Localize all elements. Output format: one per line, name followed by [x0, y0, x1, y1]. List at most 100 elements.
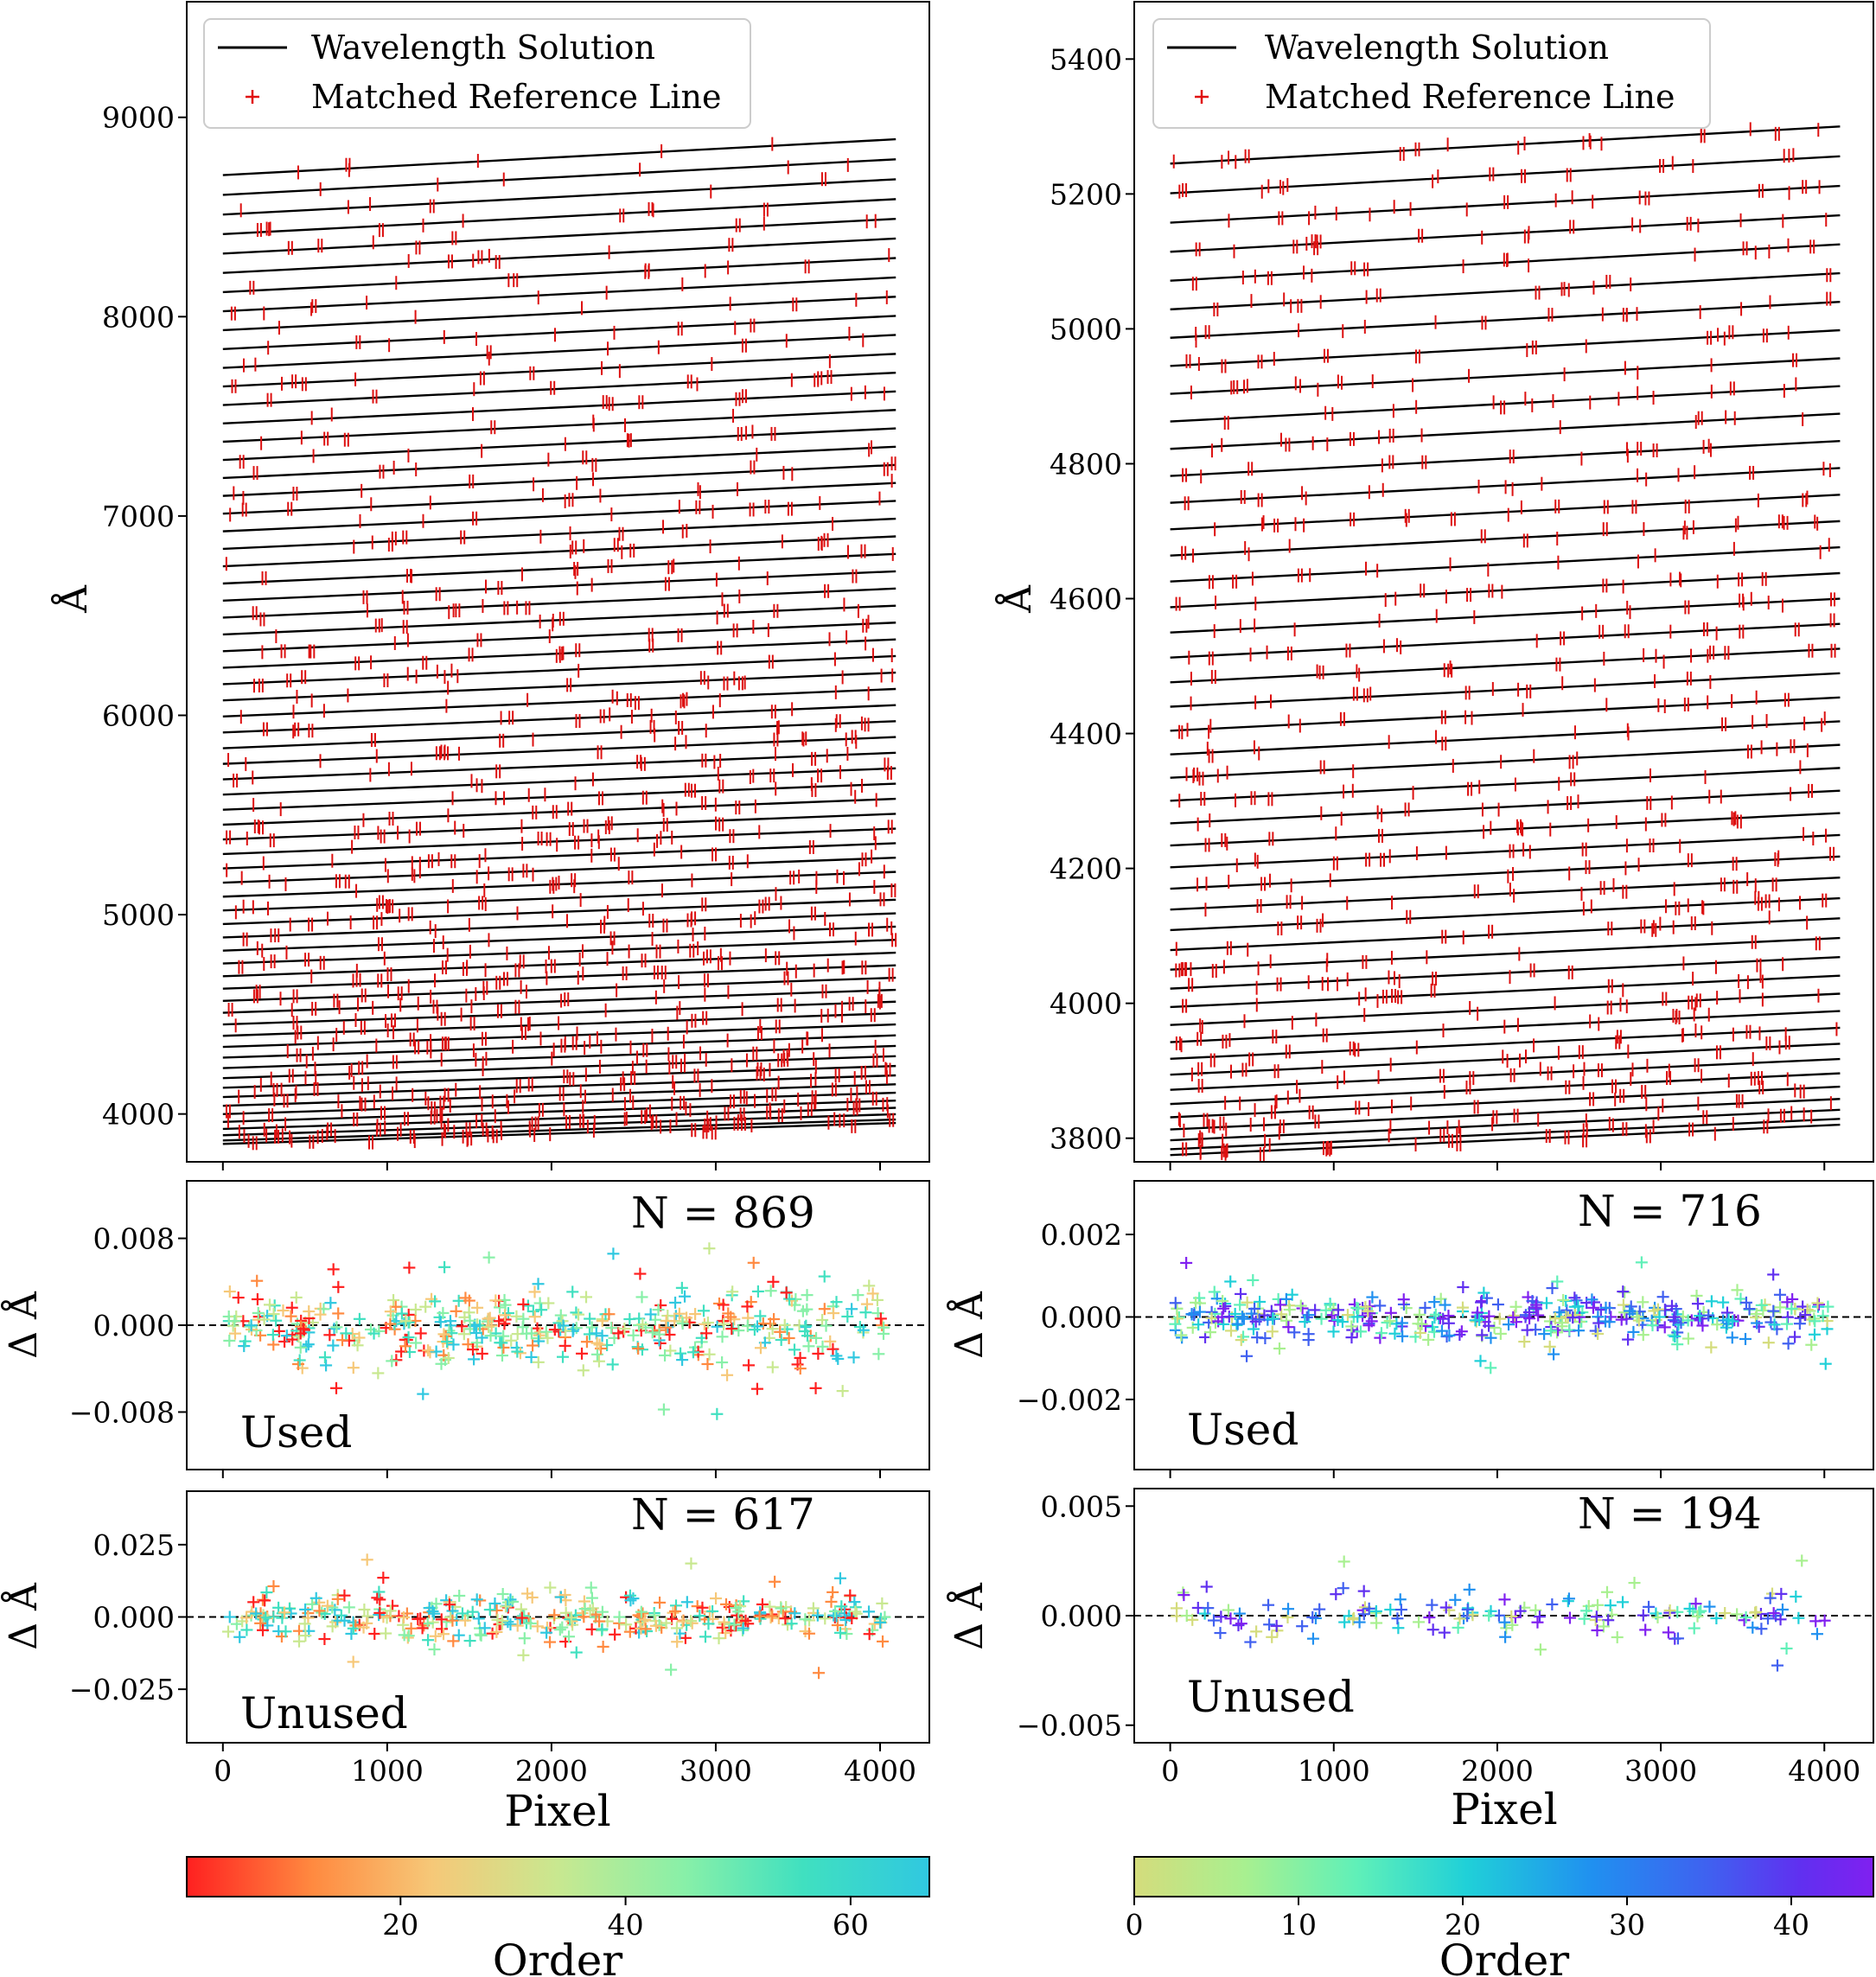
order-line: [1170, 1043, 1841, 1076]
residual-point: [542, 1297, 555, 1310]
y-tick-label: 4000: [1050, 987, 1122, 1021]
residual-point: [596, 1315, 609, 1328]
wavelength-panel-right: 3800 4000 4200 4400 4600 4800 5000 5200 5400 Å W…: [994, 1, 1874, 1170]
residual-point: [627, 1329, 640, 1342]
residual-point: [327, 1263, 340, 1276]
residual-point: [665, 1663, 678, 1676]
residual-point: [544, 1636, 557, 1649]
residual-point: [298, 1617, 311, 1630]
residual-point: [516, 1321, 529, 1334]
order-line: [1170, 992, 1841, 1026]
residual-point: [577, 1610, 590, 1623]
residual-point: [419, 1300, 432, 1313]
residual-point: [254, 1617, 267, 1629]
residual-point: [606, 1358, 619, 1371]
residual-point: [331, 1592, 344, 1605]
order-line: [1170, 789, 1841, 825]
residual-point: [233, 1630, 246, 1643]
residual-point: [775, 1602, 788, 1615]
residual-point: [456, 1607, 469, 1620]
residual-point: [414, 1327, 427, 1340]
order-line: [1170, 1098, 1841, 1131]
residual-point: [627, 1592, 640, 1605]
residual-point: [230, 1617, 243, 1630]
residual-point: [510, 1310, 523, 1323]
y-tick-label: 4600: [1050, 583, 1122, 616]
residual-point: [697, 1304, 710, 1317]
residual-point: [349, 1619, 362, 1632]
residual-point: [526, 1305, 539, 1318]
residual-point: [314, 1308, 327, 1321]
residual-point: [372, 1367, 385, 1380]
residual-point: [495, 1349, 508, 1362]
residual-point: [484, 1330, 497, 1342]
order-line: [222, 137, 897, 176]
residual-point: [539, 1325, 552, 1338]
residual-point: [437, 1306, 450, 1319]
y-axis-ticks: 3800 4000 4200 4400 4600 4800 5000 5200 5400: [1050, 42, 1826, 1170]
residual-point: [802, 1627, 815, 1640]
order-line: [1170, 767, 1841, 802]
residual-point: [863, 1605, 876, 1618]
residual-point: [257, 1623, 270, 1636]
order-line: [222, 1023, 897, 1049]
residual-point: [825, 1595, 838, 1608]
residual-point: [863, 1279, 876, 1292]
order-line: [222, 218, 897, 255]
residual-point: [544, 1581, 557, 1594]
residual-point: [290, 1291, 303, 1304]
residual-point: [284, 1310, 297, 1323]
order-line: [222, 884, 897, 912]
order-line: [222, 1091, 897, 1116]
residual-point: [548, 1609, 561, 1622]
axes-frame: [1133, 1, 1874, 1163]
order-line: [222, 481, 897, 515]
residual-point: [654, 1596, 667, 1609]
order-line: [222, 813, 897, 841]
residual-point: [801, 1289, 814, 1302]
legend-label-wavelength-solution: Wavelength Solution: [1265, 29, 1609, 67]
residual-point: [540, 1626, 553, 1639]
residual-point: [347, 1622, 360, 1635]
residual-point: [232, 1291, 245, 1304]
residual-point: [833, 1572, 846, 1585]
residual-point: [452, 1629, 465, 1642]
residual-point: [252, 1306, 265, 1319]
residual-point: [674, 1347, 687, 1360]
residual-point: [669, 1604, 682, 1617]
residual-point: [671, 1636, 684, 1649]
order-line: [1170, 301, 1841, 339]
residual-point: [332, 1307, 345, 1320]
residual-point: [466, 1605, 479, 1618]
residual-point: [699, 1630, 711, 1643]
residual-point: [467, 1343, 480, 1356]
residual-point: [812, 1347, 825, 1360]
residual-point: [347, 1655, 360, 1668]
residual-point: [429, 1629, 442, 1642]
residual-point: [395, 1307, 408, 1320]
residual-point: [670, 1622, 683, 1635]
y-tick-label: 0.000: [93, 1309, 175, 1342]
residual-point: [496, 1588, 509, 1601]
order-line: [1170, 720, 1841, 756]
residual-point: [874, 1312, 887, 1325]
residual-point: [526, 1339, 539, 1352]
residual-point: [703, 1242, 716, 1255]
reference-line-markers: [1172, 122, 1838, 1161]
residual-point: [711, 1407, 724, 1420]
order-line: [222, 517, 897, 551]
residual-point: [719, 1627, 732, 1640]
residual-point: [377, 1572, 390, 1585]
residual-point: [827, 1307, 840, 1320]
residual-point: [447, 1635, 460, 1648]
residual-point: [607, 1247, 620, 1260]
residual-point: [711, 1320, 724, 1333]
legend: Wavelength Solution Matched Reference Li…: [1152, 18, 1711, 129]
residual-point: [499, 1309, 512, 1322]
order-line: [1170, 520, 1841, 557]
residual-point: [717, 1298, 730, 1311]
residual-point: [517, 1298, 530, 1311]
order-line: [222, 687, 897, 718]
residual-point: [243, 1320, 256, 1333]
residual-point: [685, 1557, 698, 1570]
